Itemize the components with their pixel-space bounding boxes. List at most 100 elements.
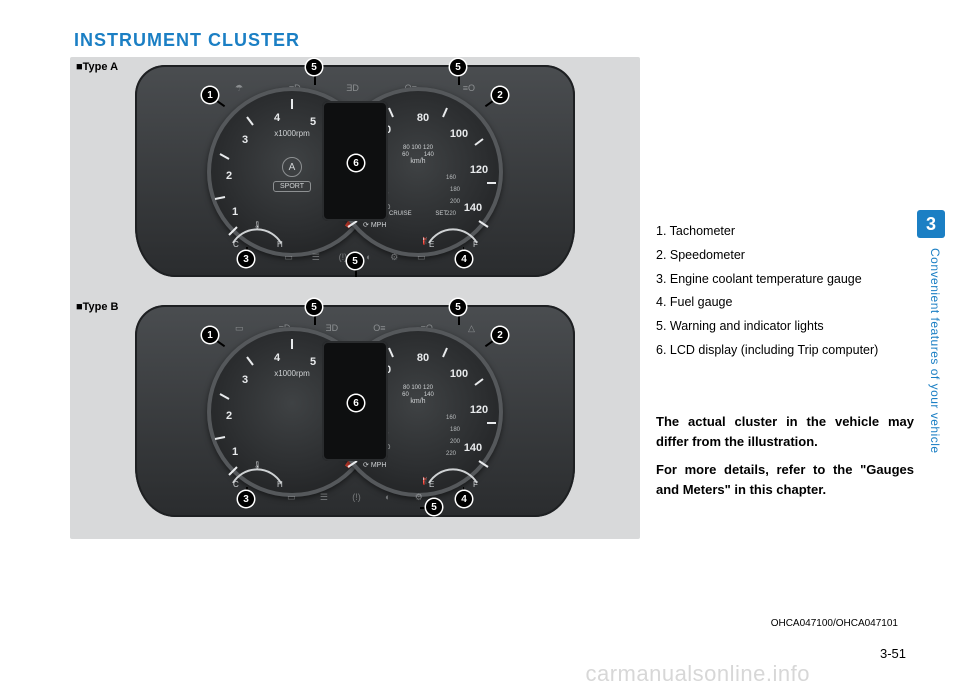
callout-6: 6 bbox=[348, 155, 364, 171]
callout-5-b1: 5 bbox=[306, 299, 322, 315]
leader bbox=[314, 315, 316, 325]
oilcan-icon: ☰ bbox=[312, 252, 320, 263]
callout-5-b3: 5 bbox=[426, 499, 442, 515]
legend-item: 2. Speedometer bbox=[656, 244, 916, 268]
watermark: carmanualsonline.info bbox=[585, 661, 810, 687]
callout-2: 2 bbox=[492, 87, 508, 103]
oilcan-icon: ☰ bbox=[320, 492, 328, 503]
cluster-body-a: ☂ ≡D ƎD O≡ ≡O x1000rpm A SPORT 1 2 bbox=[135, 65, 575, 277]
cluster-type-b: ■Type B ▭ ≡D ƎD O≡ ≡O △ x1000rpm 12 34 bbox=[70, 297, 640, 535]
speedo-tick: 140 bbox=[464, 202, 482, 214]
cluster-body-b: ▭ ≡D ƎD O≡ ≡O △ x1000rpm 12 34 56 78 bbox=[135, 305, 575, 517]
fuel-full: F bbox=[473, 240, 478, 247]
leader bbox=[458, 315, 460, 325]
svg-text:100: 100 bbox=[450, 368, 468, 380]
mph-label-b: ⟳ MPH bbox=[363, 461, 386, 469]
callout-2b: 2 bbox=[492, 327, 508, 343]
svg-text:120: 120 bbox=[470, 404, 488, 416]
image-credit: OHCA047100/OHCA047101 bbox=[771, 618, 898, 629]
cruise-label: CRUISE bbox=[389, 211, 412, 217]
svg-text:E: E bbox=[429, 480, 434, 487]
mph-label: ⟳ MPH bbox=[363, 221, 386, 229]
svg-text:200: 200 bbox=[450, 439, 461, 445]
note-paragraph: The actual cluster in the vehicle may di… bbox=[656, 412, 914, 452]
battery-icon: ▭ bbox=[287, 492, 296, 503]
temp-icon: 🌡 bbox=[253, 221, 262, 229]
callout-5-b2: 5 bbox=[450, 299, 466, 315]
leader bbox=[314, 75, 316, 85]
note-paragraph: For more details, refer to the "Gauges a… bbox=[656, 460, 914, 500]
engine-icon: ⚙ bbox=[390, 252, 398, 263]
svg-text:H: H bbox=[277, 480, 283, 487]
fuel-empty: E bbox=[429, 240, 434, 247]
section-caption: Convenient features of your vehicle bbox=[928, 248, 942, 454]
tacho-tick: 3 bbox=[242, 134, 248, 146]
temp-arc: C H 🌡 bbox=[227, 217, 287, 247]
leader bbox=[355, 269, 357, 277]
svg-text:5: 5 bbox=[310, 356, 316, 368]
battery-icon: ▭ bbox=[284, 252, 293, 263]
airbag-icon: ◐ bbox=[385, 492, 390, 503]
callout-3: 3 bbox=[238, 251, 254, 267]
fuel-arc: E F ⛽ bbox=[423, 217, 483, 247]
fuel-gauge: E F ⛽ bbox=[423, 217, 483, 247]
speedo-tick: 100 bbox=[450, 128, 468, 140]
svg-text:180: 180 bbox=[450, 187, 461, 193]
callout-5c: 5 bbox=[347, 253, 363, 269]
svg-text:160: 160 bbox=[446, 415, 457, 421]
svg-text:80: 80 bbox=[417, 352, 429, 364]
callout-4: 4 bbox=[456, 251, 472, 267]
tacho-tick: 2 bbox=[226, 170, 232, 182]
svg-text:160: 160 bbox=[446, 175, 457, 181]
legend-item: 5. Warning and indicator lights bbox=[656, 315, 916, 339]
legend-item: 6. LCD display (including Trip computer) bbox=[656, 339, 916, 363]
page-number: 3-51 bbox=[880, 646, 906, 661]
legend-item: 4. Fuel gauge bbox=[656, 291, 916, 315]
type-a-label: ■Type A bbox=[76, 61, 118, 73]
type-b-label: ■Type B bbox=[76, 301, 119, 313]
callout-1b: 1 bbox=[202, 327, 218, 343]
cluster-type-a: ■Type A ☂ ≡D ƎD O≡ ≡O x1000rpm A SPORT bbox=[70, 57, 640, 295]
engine-icon: ⚙ bbox=[415, 492, 423, 503]
brake-icon: (!) bbox=[352, 492, 361, 503]
svg-text:140: 140 bbox=[464, 442, 482, 454]
callout-4b: 4 bbox=[456, 491, 472, 507]
callout-5b: 5 bbox=[450, 59, 466, 75]
svg-text:🌡: 🌡 bbox=[253, 461, 262, 469]
temp-cold: C bbox=[233, 240, 239, 247]
fuel-icon: ⛽ bbox=[423, 236, 428, 245]
temp-gauge-b: C H 🌡 bbox=[227, 457, 287, 487]
svg-text:3: 3 bbox=[242, 374, 248, 386]
legend-list: 1. Tachometer 2. Speedometer 3. Engine c… bbox=[656, 220, 916, 363]
callout-6b: 6 bbox=[348, 395, 364, 411]
fuel-gauge-b: E F ⛽ bbox=[423, 457, 483, 487]
tacho-tick: 4 bbox=[274, 112, 281, 124]
bottom-indicator-row-b: ▭ ☰ (!) ◐ ⚙ bbox=[275, 492, 435, 503]
callout-1: 1 bbox=[202, 87, 218, 103]
legend-item: 1. Tachometer bbox=[656, 220, 916, 244]
trunk-icon: ▭ bbox=[417, 252, 426, 263]
chapter-tab: 3 bbox=[917, 210, 945, 238]
svg-text:⛽: ⛽ bbox=[423, 476, 428, 485]
speedo-tick: 80 bbox=[417, 112, 429, 124]
svg-text:2: 2 bbox=[226, 410, 232, 422]
leader bbox=[458, 75, 460, 85]
legend-item: 3. Engine coolant temperature gauge bbox=[656, 268, 916, 292]
svg-text:4: 4 bbox=[274, 352, 281, 364]
svg-text:F: F bbox=[473, 480, 478, 487]
svg-text:C: C bbox=[233, 480, 239, 487]
callout-3b: 3 bbox=[238, 491, 254, 507]
brake-icon: (!) bbox=[339, 252, 348, 263]
temp-gauge: C H 🌡 bbox=[227, 217, 287, 247]
tacho-tick: 5 bbox=[310, 116, 316, 128]
svg-text:180: 180 bbox=[450, 427, 461, 433]
manual-page: INSTRUMENT CLUSTER ■Type A ☂ ≡D ƎD O≡ ≡O… bbox=[0, 0, 960, 689]
airbag-icon: ◐ bbox=[366, 252, 371, 263]
temp-hot: H bbox=[277, 240, 283, 247]
speedo-tick: 120 bbox=[470, 164, 488, 176]
page-title: INSTRUMENT CLUSTER bbox=[74, 30, 910, 51]
svg-text:200: 200 bbox=[450, 199, 461, 205]
figure-area: ■Type A ☂ ≡D ƎD O≡ ≡O x1000rpm A SPORT bbox=[70, 57, 640, 539]
callout-5: 5 bbox=[306, 59, 322, 75]
note-block: The actual cluster in the vehicle may di… bbox=[656, 412, 914, 501]
